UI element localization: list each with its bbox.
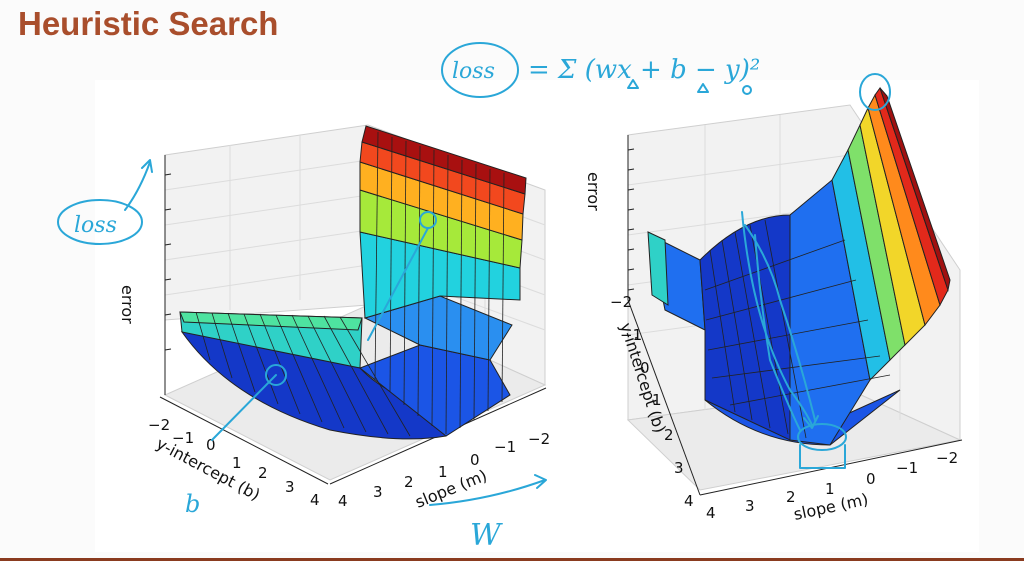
right-b-axis	[627, 299, 701, 496]
ink-circle-minimum-right	[797, 423, 847, 451]
left-z-label: error	[118, 285, 137, 324]
left-m-tick: 4	[338, 492, 348, 510]
right-surface-left-band-0	[647, 231, 669, 306]
right-b-tick: 3	[674, 459, 684, 477]
ink-triangle-marks	[627, 79, 709, 93]
left-m-tick: 2	[404, 473, 414, 491]
ink-descent-path-right	[741, 211, 816, 431]
left-m-tick: 1	[438, 463, 448, 481]
left-b-axis	[159, 396, 329, 485]
ink-dot-mark	[742, 85, 752, 95]
left-b-tick: 4	[310, 491, 320, 509]
ink-formula-rhs: = Σ (wx + b − y)²	[528, 55, 760, 85]
right-m-tick: 4	[706, 504, 716, 522]
ink-loss-left: loss	[74, 213, 117, 238]
left-b-tick: −1	[172, 429, 194, 447]
right-m-ticks: 4 3 2 1 0 −1 −2	[706, 449, 958, 522]
right-z-ticks	[627, 148, 635, 291]
right-m-tick: 3	[745, 497, 755, 515]
right-b-tick: 2	[664, 426, 674, 444]
ink-circle-loss-formula	[441, 42, 519, 98]
ink-line-left	[211, 374, 277, 441]
right-b-tick: −2	[610, 293, 632, 311]
ink-formula-lhs: loss	[452, 59, 495, 84]
slide-title: Heuristic Search	[18, 5, 279, 42]
ink-line-surface-left	[367, 227, 429, 341]
right-z-label: error	[584, 172, 603, 211]
left-z-ticks	[164, 173, 172, 351]
left-b-tick: 0	[206, 436, 216, 454]
left-m-tick: 0	[470, 451, 480, 469]
right-b-tick: 4	[684, 492, 694, 510]
right-b-tick: 1	[652, 391, 662, 409]
ink-circle-peak-right	[859, 73, 891, 111]
left-b-ticks: −2 −1 0 1 2 3 4	[148, 416, 320, 509]
right-surface-band-1	[789, 179, 871, 446]
left-b-tick: 2	[258, 464, 268, 482]
surface-plot-left: error y-intercept (b) slope (m) −2 −1 0 …	[118, 124, 550, 512]
right-m-tick: 0	[866, 470, 876, 488]
left-m-tick: 3	[373, 483, 383, 501]
ink-arrow-w	[429, 474, 547, 506]
left-surface-band-7	[361, 125, 527, 195]
surface-plot-right: error y-intercept (b) slope (m) −2 −1 0 …	[584, 86, 963, 524]
ink-b-label: b	[185, 490, 200, 518]
ink-box-right	[799, 444, 846, 469]
left-b-tick: 1	[232, 454, 242, 472]
right-m-tick: 1	[825, 480, 835, 498]
right-b-ticks: −2 −1 0 1 2 3 4	[610, 293, 694, 510]
left-m-tick: −2	[528, 430, 550, 448]
left-b-tick: −2	[148, 416, 170, 434]
ink-circle-loss-left	[57, 199, 143, 245]
left-surface-mesh	[195, 131, 505, 437]
ink-w-label: W	[470, 518, 503, 553]
left-surface-band-2	[363, 295, 513, 361]
left-b-tick: 3	[285, 478, 295, 496]
ink-arrow-up	[124, 159, 153, 211]
ink-descent-arrowhead-right	[803, 415, 819, 429]
right-surface-bottom	[704, 389, 901, 446]
right-m-tick: −1	[896, 459, 918, 477]
left-m-ticks: 4 3 2 1 0 −1 −2	[338, 430, 550, 510]
bottom-rule	[0, 558, 1024, 561]
left-surface-low-flank-top	[179, 311, 363, 331]
right-surface-band-7	[879, 87, 951, 292]
right-b-tick: −1	[620, 326, 642, 344]
right-m-tick: −2	[936, 449, 958, 467]
right-b-tick: 0	[640, 359, 650, 377]
left-surface-band-3	[359, 231, 521, 319]
left-m-tick: −1	[494, 438, 516, 456]
ink-annotations: loss = Σ (wx + b − y)² loss W b	[57, 42, 891, 553]
ink-circle-minimum-left	[265, 364, 287, 386]
right-m-tick: 2	[786, 488, 796, 506]
